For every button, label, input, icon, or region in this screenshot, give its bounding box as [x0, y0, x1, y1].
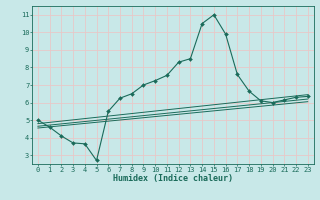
- X-axis label: Humidex (Indice chaleur): Humidex (Indice chaleur): [113, 174, 233, 183]
